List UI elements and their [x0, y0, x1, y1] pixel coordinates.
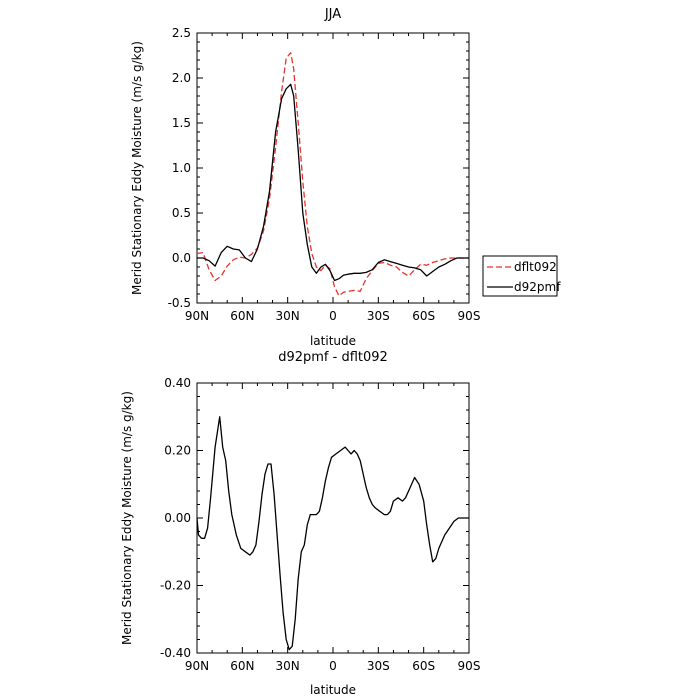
chart2-ytick-label: -0.20: [160, 579, 191, 593]
chart1-xlabel: latitude: [310, 334, 356, 348]
chart1-xtick-label: 90S: [458, 309, 481, 323]
chart2-xlabel: latitude: [310, 683, 356, 697]
chart1-ytick-label: 1.0: [172, 161, 191, 175]
chart1-series-dflt092: [196, 52, 469, 297]
chart2-xtick-label: 90S: [458, 659, 481, 673]
legend-box: [482, 255, 558, 297]
chart2-xtick-label: 60N: [230, 659, 254, 673]
chart1-series-d92pmf: [197, 83, 469, 282]
chart2-xtick-label: 0: [329, 659, 337, 673]
chart1-ytick-label: 0.0: [172, 251, 191, 265]
chart2-ytick-label: 0.20: [164, 444, 191, 458]
chart2-ytick-label: 0.40: [164, 376, 191, 390]
chart1-ytick-label: 1.5: [172, 116, 191, 130]
chart2-frame: [196, 382, 470, 654]
chart1-xtick-label: 60S: [412, 309, 435, 323]
chart2-ylabel: Merid Stationary Eddy Moisture (m/s g/kg…: [120, 391, 134, 645]
chart2-xtick-label: 60S: [412, 659, 435, 673]
chart1-xtick-label: 60N: [230, 309, 254, 323]
chart1-title: JJA: [324, 7, 341, 22]
legend-label-d92pmf: d92pmf: [514, 280, 561, 294]
chart2-xtick-label: 30N: [276, 659, 300, 673]
chart1-xtick-label: 30S: [367, 309, 390, 323]
chart2-title: d92pmf - dflt092: [278, 350, 388, 365]
chart2-xtick-label: 30S: [367, 659, 390, 673]
chart2-series-line1: [196, 416, 469, 651]
chart1-xtick-label: 0: [329, 309, 337, 323]
chart2-xtick-label: 90N: [185, 659, 209, 673]
chart1-xtick-label: 30N: [276, 309, 300, 323]
chart2-ytick-label: 0.00: [164, 511, 191, 525]
legend-label-dflt092: dflt092: [514, 260, 557, 274]
chart1-frame: [196, 32, 470, 304]
chart1-ytick-label: 2.0: [172, 71, 191, 85]
chart1-ytick-label: -0.5: [168, 296, 191, 310]
chart1-ytick-label: 2.5: [172, 26, 191, 40]
chart2-ytick-label: -0.40: [160, 646, 191, 660]
chart1-ytick-label: 0.5: [172, 206, 191, 220]
chart1-ylabel: Merid Stationary Eddy Moisture (m/s g/kg…: [130, 41, 144, 295]
chart1-xtick-label: 90N: [185, 309, 209, 323]
